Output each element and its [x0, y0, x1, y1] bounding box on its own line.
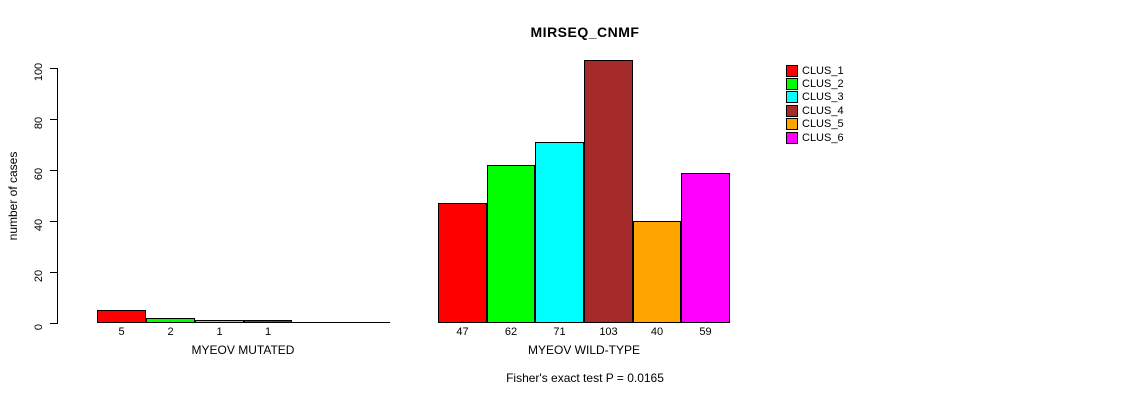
- legend-swatch-CLUS_6: [786, 131, 798, 144]
- footnote: Fisher's exact test P = 0.0165: [506, 371, 664, 385]
- legend-swatch-CLUS_4: [786, 104, 798, 117]
- legend-item-CLUS_3: CLUS_3: [786, 91, 844, 104]
- bar-value-label: 103: [599, 326, 618, 338]
- y-tick-40: [50, 221, 57, 222]
- bar-value-label: 5: [118, 326, 125, 338]
- legend-swatch-CLUS_5: [786, 118, 798, 131]
- y-tick-60: [50, 170, 57, 171]
- legend-item-CLUS_4: CLUS_4: [786, 104, 844, 117]
- bar-CLUS_3: [195, 320, 244, 323]
- legend-swatch-CLUS_3: [786, 91, 798, 104]
- legend-swatch-CLUS_2: [786, 78, 798, 91]
- legend-item-CLUS_6: CLUS_6: [786, 131, 844, 144]
- chart-title: MIRSEQ_CNMF: [530, 24, 640, 40]
- bar-CLUS_5: [633, 221, 681, 323]
- bar-CLUS_1: [438, 203, 487, 323]
- bar-CLUS_5: [292, 322, 341, 323]
- x-axis-label-mutated: MYEOV MUTATED: [191, 343, 295, 357]
- bar-value-label: 59: [699, 326, 712, 338]
- x-axis-label-wildtype: MYEOV WILD-TYPE: [527, 343, 640, 357]
- bar-value-label: 62: [504, 326, 518, 338]
- legend-label-CLUS_2: CLUS_2: [802, 78, 844, 91]
- bar-CLUS_4: [584, 60, 633, 323]
- legend-item-CLUS_2: CLUS_2: [786, 77, 844, 91]
- y-tick-0: [50, 323, 57, 324]
- bar-CLUS_2: [146, 318, 195, 323]
- y-tick-80: [50, 119, 57, 120]
- legend-label-CLUS_1: CLUS_1: [802, 64, 844, 77]
- bar-value-label: 2: [167, 326, 174, 338]
- bar-CLUS_2: [487, 165, 535, 323]
- y-tick-100: [50, 68, 57, 69]
- bar-value-label: 1: [264, 326, 272, 338]
- y-axis-line: [57, 68, 58, 324]
- bar-CLUS_1: [97, 310, 146, 323]
- legend-swatch-CLUS_1: [786, 64, 798, 77]
- legend-label-CLUS_6: CLUS_6: [802, 131, 844, 144]
- legend: CLUS_1 CLUS_2 CLUS_3 CLUS_4 CLUS_5 CLUS_6: [786, 64, 844, 144]
- legend-label-CLUS_3: CLUS_3: [802, 91, 844, 104]
- bar-value-label: 40: [650, 326, 664, 338]
- y-tick-20: [50, 272, 57, 273]
- bar-value-label: 47: [456, 326, 469, 338]
- bar-value-label: 71: [553, 326, 566, 338]
- legend-label-CLUS_4: CLUS_4: [802, 104, 844, 117]
- bar-CLUS_6: [341, 322, 390, 323]
- bar-CLUS_3: [535, 142, 584, 323]
- legend-label-CLUS_5: CLUS_5: [802, 118, 844, 131]
- legend-item-CLUS_5: CLUS_5: [786, 118, 844, 131]
- bar-CLUS_4: [244, 320, 292, 323]
- legend-item-CLUS_1: CLUS_1: [786, 64, 844, 77]
- bar-value-label: 1: [216, 326, 223, 338]
- bar-CLUS_6: [681, 173, 730, 323]
